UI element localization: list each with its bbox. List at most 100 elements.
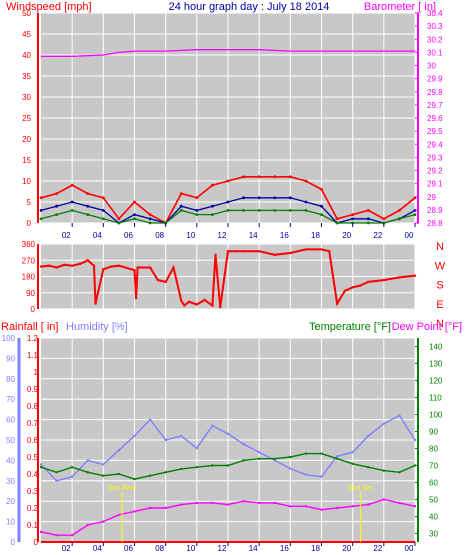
gust-point bbox=[86, 192, 90, 196]
humidity-point bbox=[242, 442, 245, 446]
x-tick-label: 06 bbox=[124, 231, 133, 240]
dewpoint-point bbox=[273, 501, 276, 505]
dewpoint-point bbox=[55, 534, 58, 537]
temperature-point bbox=[367, 466, 370, 469]
wind-point bbox=[101, 209, 105, 212]
temp-tick-label: 30 bbox=[429, 530, 438, 539]
avg-point bbox=[55, 213, 58, 217]
direction-point bbox=[187, 300, 191, 303]
temperature-point bbox=[398, 471, 401, 474]
plot-areas bbox=[41, 12, 416, 543]
windspeed-tick-label: 15 bbox=[22, 156, 31, 165]
temperature-point bbox=[257, 457, 261, 460]
direction-point bbox=[211, 304, 214, 307]
sun-marker-label: Sun Rise bbox=[108, 485, 137, 492]
rainfall-axis-label: Rainfall [ in] bbox=[1, 321, 58, 333]
temp-tick-label: 40 bbox=[429, 513, 438, 522]
direction-point bbox=[180, 299, 183, 303]
compass-label: E bbox=[436, 299, 443, 311]
humidity-point bbox=[102, 463, 105, 466]
wind-point bbox=[226, 200, 230, 204]
barometer-tick-label: 29.5 bbox=[427, 127, 443, 136]
rain-tick-label: 0.1 bbox=[27, 521, 39, 530]
rain-tick-label: 1.2 bbox=[27, 334, 39, 343]
gust-point bbox=[226, 179, 230, 183]
direction-point bbox=[78, 262, 82, 266]
direction-point bbox=[94, 302, 97, 305]
temp-tick-label: 130 bbox=[429, 360, 443, 369]
barometer-tick-label: 29.7 bbox=[427, 101, 443, 110]
dewpoint-point bbox=[117, 513, 121, 516]
direction-point bbox=[86, 259, 89, 262]
direction-point bbox=[226, 250, 230, 253]
barometer-tick-label: 29.9 bbox=[427, 75, 443, 84]
direction-point bbox=[359, 284, 362, 287]
x-tick-label: 00 bbox=[405, 544, 414, 553]
windspeed-tick-label: 50 bbox=[22, 9, 31, 18]
graph-title: 24 hour graph day : July 18 2014 bbox=[169, 1, 330, 13]
direction-point bbox=[164, 280, 167, 284]
temp-tick-label: 50 bbox=[429, 496, 438, 505]
humidity-point bbox=[320, 475, 323, 478]
gust-point bbox=[382, 217, 386, 221]
barometer-tick-label: 29.6 bbox=[427, 114, 443, 123]
direction-point bbox=[242, 250, 245, 253]
barometer-tick-label: 30.4 bbox=[427, 9, 443, 18]
x-tick-label: 18 bbox=[311, 544, 320, 553]
gust-point bbox=[335, 217, 339, 221]
barometer-tick-label: 30 bbox=[427, 62, 436, 71]
x-tick-label: 04 bbox=[93, 544, 102, 553]
direction-tick-label: 270 bbox=[22, 256, 36, 265]
temperature-point bbox=[226, 464, 230, 467]
direction-tick-label: 0 bbox=[31, 305, 36, 314]
dewpoint-point bbox=[367, 503, 370, 506]
humidity-tick-label: 40 bbox=[6, 456, 15, 465]
humidity-point bbox=[335, 455, 339, 458]
wind-point bbox=[257, 196, 261, 200]
barometer-tick-label: 29.3 bbox=[427, 153, 443, 162]
wind-point bbox=[133, 213, 136, 217]
temperature-point bbox=[117, 472, 121, 476]
direction-point bbox=[289, 251, 292, 255]
humidity-point bbox=[55, 479, 58, 482]
rain-tick-label: 0.4 bbox=[27, 470, 39, 479]
humidity-point bbox=[304, 473, 308, 476]
dewpoint-point bbox=[148, 506, 152, 510]
avg-point bbox=[304, 209, 308, 212]
humidity-point bbox=[257, 451, 261, 454]
humidity-point bbox=[398, 414, 401, 417]
x-tick-label: 20 bbox=[342, 544, 351, 553]
x-tick-label: 18 bbox=[311, 231, 320, 240]
windspeed-tick-label: 20 bbox=[22, 135, 31, 144]
humidity-tick-label: 90 bbox=[6, 354, 15, 363]
direction-point bbox=[214, 253, 217, 257]
barometer-tick-label: 30.1 bbox=[427, 48, 443, 57]
wind-point bbox=[179, 204, 183, 208]
x-tick-label: 02 bbox=[62, 544, 71, 553]
dewpoint-point bbox=[398, 501, 401, 505]
rain-tick-label: 0 bbox=[34, 538, 39, 547]
rain-tick-label: 0.2 bbox=[27, 504, 39, 513]
x-tick-label: 08 bbox=[155, 231, 164, 240]
temp-tick-label: 110 bbox=[429, 394, 442, 403]
direction-point bbox=[134, 296, 138, 300]
gust-point bbox=[273, 175, 277, 179]
x-tick-label: 12 bbox=[218, 231, 227, 240]
avg-point bbox=[101, 217, 105, 221]
rain-tick-label: 0.8 bbox=[27, 402, 39, 411]
compass-label: N bbox=[436, 241, 444, 253]
barometer-tick-label: 28.9 bbox=[427, 206, 443, 215]
avg-point bbox=[320, 213, 323, 217]
gust-point bbox=[351, 213, 355, 217]
dewpoint-point bbox=[70, 534, 74, 537]
avg-point bbox=[413, 213, 417, 217]
temperature-axis-label: Temperature [°F] bbox=[309, 321, 391, 333]
barometer-tick-label: 29.1 bbox=[427, 180, 443, 189]
x-tick-label: 00 bbox=[405, 231, 414, 240]
dewpoint-point bbox=[320, 508, 323, 511]
dewpoint-point bbox=[289, 505, 292, 508]
avg-point bbox=[133, 217, 136, 221]
rain-tick-label: 1.1 bbox=[27, 351, 39, 360]
gust-point bbox=[70, 183, 74, 187]
